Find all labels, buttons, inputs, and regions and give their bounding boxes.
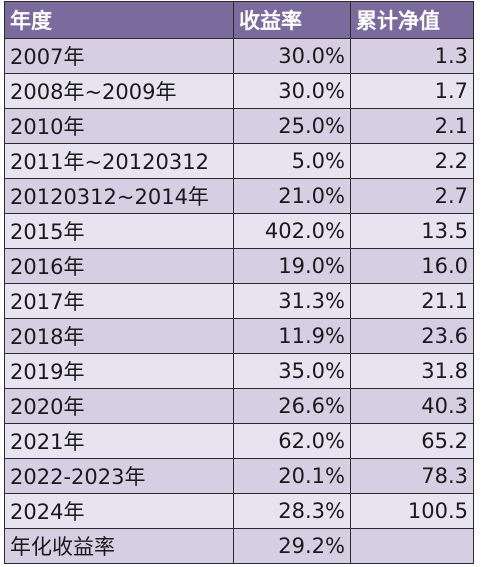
table-row: 20120312~2014年 21.0% 2.7: [4, 178, 474, 214]
table-cell: 2024年: [4, 493, 234, 529]
table-row: 2019年 35.0% 31.8: [4, 353, 474, 389]
table-cell: 2010年: [4, 108, 234, 144]
table-cell: 23.6: [350, 318, 474, 354]
table-cell: 11.9%: [233, 318, 351, 354]
table-cell: 20.1%: [233, 458, 351, 494]
header-cell: 收益率: [233, 1, 351, 39]
table-cell: 31.8: [350, 353, 474, 389]
table-cell: 2022-2023年: [4, 458, 234, 494]
header-cell: 年度: [4, 1, 234, 39]
table-cell: 2011年~20120312: [4, 143, 234, 179]
table-row: 2018年 11.9% 23.6: [4, 318, 474, 354]
table-cell: 2007年: [4, 38, 234, 74]
table-cell: 26.6%: [233, 388, 351, 424]
table-cell: 29.2%: [233, 528, 351, 564]
table-cell: 2019年: [4, 353, 234, 389]
table-row: 2015年 402.0% 13.5: [4, 213, 474, 249]
table-cell: 20120312~2014年: [4, 178, 234, 214]
table-cell: 19.0%: [233, 248, 351, 284]
table-row: 年化收益率 29.2%: [4, 528, 474, 564]
table-cell: 30.0%: [233, 38, 351, 74]
table-cell: 5.0%: [233, 143, 351, 179]
table-row: 2007年 30.0% 1.3: [4, 38, 474, 74]
table-cell: 2017年: [4, 283, 234, 319]
table-row: 2024年 28.3% 100.5: [4, 493, 474, 529]
table-cell: 100.5: [350, 493, 474, 529]
table-cell: 35.0%: [233, 353, 351, 389]
table-row: 2016年 19.0% 16.0: [4, 248, 474, 284]
table-row: 2010年 25.0% 2.1: [4, 108, 474, 144]
table-cell: 28.3%: [233, 493, 351, 529]
table-cell: 16.0: [350, 248, 474, 284]
table-cell: 1.3: [350, 38, 474, 74]
table-cell: 402.0%: [233, 213, 351, 249]
header-cell: 累计净值: [350, 1, 474, 39]
table-cell: 62.0%: [233, 423, 351, 459]
table-cell: 2021年: [4, 423, 234, 459]
table-cell: 2018年: [4, 318, 234, 354]
table-cell: 31.3%: [233, 283, 351, 319]
table-row: 2008年~2009年 30.0% 1.7: [4, 73, 474, 109]
table-cell: 1.7: [350, 73, 474, 109]
table-cell: 2008年~2009年: [4, 73, 234, 109]
header-row: 年度 收益率 累计净值: [4, 1, 474, 39]
table-cell: 21.1: [350, 283, 474, 319]
table-cell: 65.2: [350, 423, 474, 459]
table-cell: 2015年: [4, 213, 234, 249]
table-cell: 2.2: [350, 143, 474, 179]
table-cell: 13.5: [350, 213, 474, 249]
table-cell: 2016年: [4, 248, 234, 284]
data-table: 年度 收益率 累计净值 2007年 30.0% 1.3 2008年~2009年 30.0% 1…: [4, 1, 474, 564]
table-cell: 25.0%: [233, 108, 351, 144]
table-cell: 78.3: [350, 458, 474, 494]
table-body: 2007年 30.0% 1.3 2008年~2009年 30.0% 1.7 2010年 25.…: [4, 38, 474, 564]
table-row: 2011年~20120312 5.0% 2.2: [4, 143, 474, 179]
table-row: 2017年 31.3% 21.1: [4, 283, 474, 319]
table-cell: 2.7: [350, 178, 474, 214]
table-cell: 2020年: [4, 388, 234, 424]
table-row: 2022-2023年 20.1% 78.3: [4, 458, 474, 494]
empty-cell: [350, 528, 474, 564]
table-cell: 年化收益率: [4, 528, 234, 564]
table-cell: 30.0%: [233, 73, 351, 109]
table-row: 2020年 26.6% 40.3: [4, 388, 474, 424]
table-cell: 40.3: [350, 388, 474, 424]
table-cell: 21.0%: [233, 178, 351, 214]
table-cell: 2.1: [350, 108, 474, 144]
table-row: 2021年 62.0% 65.2: [4, 423, 474, 459]
